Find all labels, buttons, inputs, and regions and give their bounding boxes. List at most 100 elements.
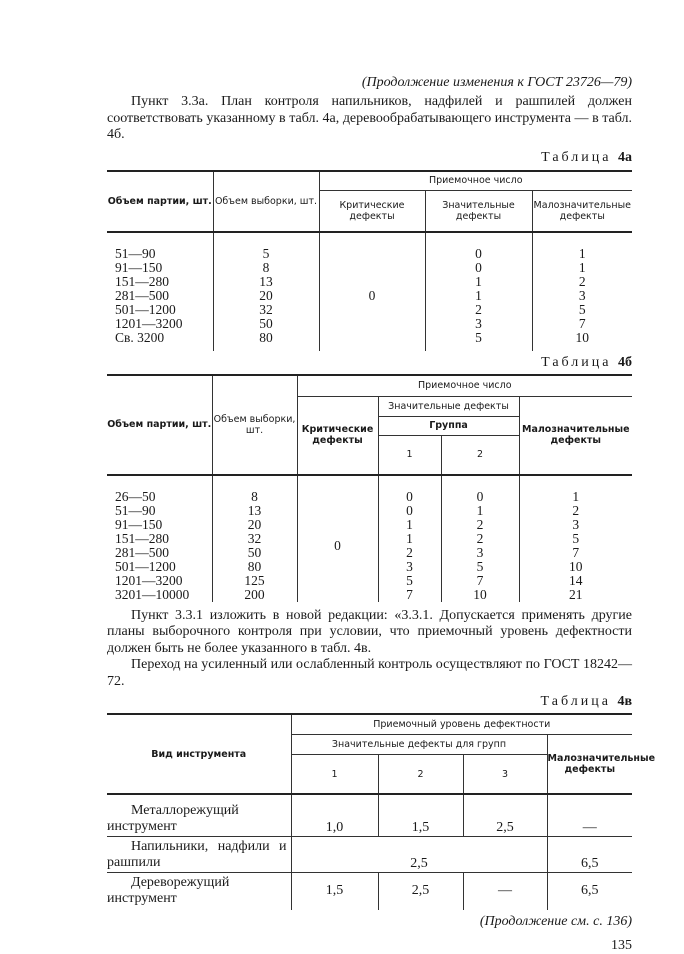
- table-row: 151—280 13 1 2: [107, 274, 632, 289]
- spacer-cell: [318, 344, 425, 351]
- cell-group-1: 0: [377, 489, 441, 504]
- cell-minor: 6,5: [546, 836, 633, 873]
- cell-lot: 501—1200: [115, 558, 176, 574]
- cell-group-1: 2: [377, 545, 441, 560]
- cell-group-2: 10: [440, 587, 519, 602]
- spacer-cell: [424, 231, 532, 247]
- cell-group-1: 1: [377, 517, 441, 532]
- spacer-cell: [107, 475, 212, 490]
- table-row: 51—90 5 0 0 1: [107, 245, 632, 345]
- paragraph-3-3-1: Пункт 3.3.1 изложить в новой редакции: «…: [107, 607, 632, 689]
- cell-sample: 80: [211, 559, 297, 574]
- cell-lot: 3201—10000: [115, 586, 190, 602]
- table-4b: Объем партии, шт. Объем выборки, шт. При…: [107, 374, 633, 602]
- cell-sample: 20: [212, 288, 319, 303]
- spacer-cell: [318, 231, 425, 247]
- header-critical: Критические дефекты: [296, 396, 378, 476]
- cell-sample: 32: [211, 531, 297, 546]
- spacer-cell: [211, 474, 297, 490]
- cell-sample: 13: [211, 503, 297, 518]
- cell-group-2: 5: [440, 559, 519, 574]
- cell-sample: 8: [212, 260, 319, 275]
- header-sample: Объем выборки, шт.: [211, 374, 297, 476]
- table-row: Дереворежущий инструмент 1,5 2,5 — 6,5: [107, 872, 633, 910]
- header-lot: Объем партии, шт.: [107, 170, 213, 233]
- cell-sample: 8: [211, 489, 297, 504]
- cell-minor: 10: [518, 559, 633, 574]
- continuation-header: (Продолжение изменения к ГОСТ 23726—79): [361, 75, 632, 90]
- spacer-row: [107, 344, 632, 351]
- cell-minor: 7: [518, 545, 633, 560]
- spacer-cell: [296, 474, 378, 490]
- cell-minor: 2: [518, 503, 633, 518]
- table-row: Напильники, надфили и рашпили 2,5 6,5: [107, 836, 633, 873]
- cell-sample: 200: [211, 587, 297, 602]
- header-lot: Объем партии, шт.: [107, 374, 212, 476]
- header-major: Значительные дефекты: [377, 396, 519, 417]
- table-row: 1201—3200 50 3 7: [107, 315, 632, 331]
- cell-g1: 1,0: [290, 794, 378, 837]
- header-minor: Малозначительные дефекты: [518, 396, 633, 476]
- cell-group-2: 1: [440, 503, 519, 518]
- cell-group-1: 3: [377, 559, 441, 574]
- table-4b-caption: Таблица 4б: [541, 354, 632, 370]
- cell-g1: 1,5: [290, 872, 378, 910]
- cell-minor: 3: [518, 517, 633, 532]
- spacer-cell: [518, 474, 633, 490]
- spacer-cell: [212, 344, 319, 351]
- tool-name: Металлорежущий инструмент: [107, 794, 291, 837]
- table-4v-caption: Таблица 4в: [540, 694, 632, 709]
- cell-major: 5: [424, 330, 532, 345]
- cell-g3: —: [462, 872, 547, 910]
- header-minor: Малозначительные дефекты: [531, 190, 632, 233]
- table-row: 281—500 20 1 3: [107, 288, 632, 303]
- cell-minor: 7: [531, 316, 632, 331]
- cell-group-2: 7: [440, 573, 519, 588]
- header-tool: Вид инструмента: [107, 714, 291, 795]
- cell-lot: 91—150: [115, 259, 163, 275]
- cell-minor: 1: [531, 246, 632, 261]
- cell-lot: 1201—3200: [115, 572, 183, 588]
- cell-lot: 51—90: [115, 502, 156, 518]
- spacer-cell: [107, 232, 213, 247]
- cell-minor: 1: [518, 489, 633, 504]
- cell-major: 0: [424, 246, 532, 261]
- table-4a-caption: Таблица 4а: [541, 149, 632, 165]
- table-row: 151—280 32 1 2 5: [107, 530, 633, 546]
- cell-group-2: 2: [440, 517, 519, 532]
- header-group-3: 3: [462, 754, 547, 795]
- cell-sample: 125: [211, 573, 297, 588]
- cell-sample: 32: [212, 302, 319, 317]
- table-row: 91—150 8 0 1: [107, 259, 632, 275]
- cell-group-2: 0: [440, 489, 519, 504]
- cell-major: 1: [424, 274, 532, 289]
- cell-minor: 2: [531, 274, 632, 289]
- cell-g3: 2,5: [462, 794, 547, 837]
- cell-merged: 2,5: [290, 836, 547, 873]
- cell-group-2: 2: [440, 531, 519, 546]
- cell-lot: 151—280: [115, 530, 169, 546]
- table-row: 501—1200 80 3 5 10: [107, 558, 633, 574]
- header-acceptance: Приемочное число: [318, 170, 632, 191]
- cell-lot: 51—90: [115, 245, 156, 261]
- cell-sample: 5: [212, 246, 319, 261]
- cell-lot: Св. 3200: [115, 329, 165, 345]
- cell-critical: 0: [296, 489, 378, 602]
- tool-name: Дереворежущий инструмент: [107, 874, 230, 906]
- continuation-footer: (Продолжение см. с. 136): [479, 914, 632, 929]
- cell-minor: 1: [531, 260, 632, 275]
- table-row: 501—1200 32 2 5: [107, 302, 632, 317]
- spacer-cell: [212, 231, 319, 247]
- header-aql: Приемочный уровень дефектности: [290, 714, 633, 735]
- cell-lot: 1201—3200: [115, 315, 183, 331]
- header-minor: Малозначительные дефекты: [546, 734, 655, 795]
- header-group-1: 1: [290, 754, 378, 795]
- spacer-cell: [424, 344, 532, 351]
- header-group-2: 2: [377, 754, 463, 795]
- cell-major: 2: [424, 302, 532, 317]
- cell-major: 0: [424, 260, 532, 275]
- table-row: 51—90 13 0 1 2: [107, 502, 633, 518]
- cell-group-1: 0: [377, 503, 441, 518]
- cell-group-2: 3: [440, 545, 519, 560]
- table-row: Св. 3200 80 5 10: [107, 329, 632, 345]
